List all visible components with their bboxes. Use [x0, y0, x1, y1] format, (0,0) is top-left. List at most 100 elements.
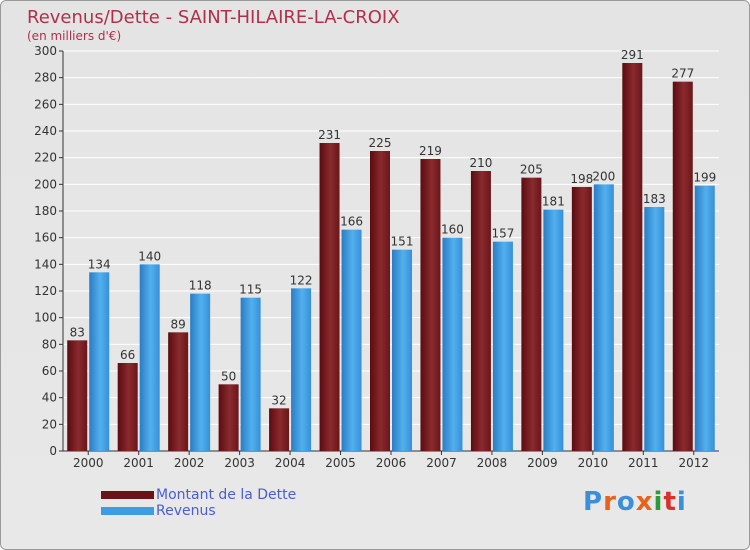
legend-swatch-revenus	[101, 507, 154, 515]
bar-dette	[168, 332, 189, 451]
bar-revenus	[492, 241, 513, 451]
data-label: 225	[369, 136, 392, 150]
y-tick-label: 240	[34, 124, 57, 138]
data-label: 118	[189, 279, 212, 293]
bar-dette	[370, 151, 390, 451]
y-tick-label: 180	[34, 204, 57, 218]
x-tick-label: 2012	[678, 456, 709, 470]
data-label: 277	[671, 67, 694, 81]
bar-dette	[521, 177, 542, 451]
data-label: 199	[693, 171, 716, 185]
bar-dette	[420, 159, 441, 451]
proxiti-logo: Proxiti	[583, 487, 687, 517]
data-label: 32	[271, 393, 286, 407]
y-tick-label: 20	[42, 417, 57, 431]
y-tick-label: 160	[34, 231, 57, 245]
y-tick-label: 60	[42, 364, 57, 378]
data-label: 205	[520, 163, 543, 177]
data-label: 181	[542, 195, 565, 209]
data-label: 89	[171, 317, 186, 331]
legend-label-revenus: Revenus	[156, 503, 216, 519]
data-label: 166	[340, 215, 363, 229]
x-tick-label: 2009	[527, 456, 558, 470]
data-label: 231	[318, 128, 341, 142]
logo-letter: x	[635, 487, 654, 517]
chart-title: Revenus/Dette - SAINT-HILAIRE-LA-CROIX	[27, 7, 400, 28]
bar-dette	[672, 81, 693, 452]
y-tick-label: 260	[34, 97, 57, 111]
bar-revenus	[139, 264, 160, 451]
y-tick-label: 100	[34, 311, 57, 325]
bar-revenus	[190, 293, 211, 451]
data-label: 183	[643, 192, 666, 206]
x-tick-label: 2006	[376, 456, 407, 470]
logo-letter: o	[616, 487, 636, 517]
legend-item-dette: Montant de la Dette	[101, 487, 296, 503]
y-tick-label: 120	[34, 284, 57, 298]
data-label: 134	[88, 257, 111, 271]
bar-revenus	[543, 209, 564, 451]
logo-letter: t	[663, 487, 677, 517]
data-label: 122	[290, 273, 313, 287]
x-tick-label: 2002	[174, 456, 205, 470]
data-label: 140	[138, 249, 161, 263]
x-tick-label: 2010	[578, 456, 609, 470]
data-label: 200	[592, 169, 615, 183]
bar-revenus	[694, 185, 715, 451]
y-tick-label: 220	[34, 151, 57, 165]
logo-letter: P	[583, 487, 604, 517]
data-label: 115	[239, 283, 262, 297]
y-tick-label: 140	[34, 257, 57, 271]
bar-dette	[571, 187, 592, 451]
y-tick-label: 280	[34, 71, 57, 85]
bar-dette	[269, 408, 290, 451]
bar-revenus	[442, 237, 463, 451]
data-label: 291	[621, 48, 644, 62]
data-label: 210	[469, 156, 492, 170]
bar-revenus	[644, 207, 665, 451]
bar-dette	[117, 363, 138, 451]
y-tick-label: 200	[34, 177, 57, 191]
legend-label-dette: Montant de la Dette	[156, 487, 297, 503]
bar-dette	[319, 143, 340, 451]
x-tick-label: 2007	[426, 456, 457, 470]
chart-subtitle: (en milliers d'€)	[27, 29, 122, 43]
bar-revenus	[341, 229, 362, 451]
chart-legend: Montant de la Dette Revenus	[101, 487, 296, 519]
y-tick-label: 300	[34, 44, 57, 58]
y-tick-label: 0	[49, 444, 57, 458]
bar-revenus	[240, 297, 261, 451]
bar-dette	[622, 63, 643, 451]
logo-letter: i	[676, 487, 687, 517]
legend-swatch-dette	[101, 491, 154, 499]
x-tick-label: 2008	[477, 456, 508, 470]
x-tick-label: 2001	[123, 456, 154, 470]
bar-dette	[470, 171, 491, 451]
bar-revenus	[291, 288, 312, 451]
bar-dette	[67, 340, 88, 451]
x-tick-label: 2000	[73, 456, 104, 470]
data-label: 219	[419, 144, 442, 158]
bar-revenus	[392, 249, 412, 451]
bar-revenus	[593, 184, 614, 452]
data-label: 160	[441, 223, 464, 237]
x-tick-label: 2011	[628, 456, 659, 470]
x-tick-label: 2005	[325, 456, 356, 470]
x-tick-label: 2004	[275, 456, 306, 470]
data-label: 83	[70, 325, 85, 339]
data-label: 66	[120, 348, 135, 362]
data-label: 151	[391, 235, 414, 249]
y-tick-label: 40	[42, 391, 57, 405]
x-tick-label: 2003	[224, 456, 255, 470]
logo-letter: r	[603, 487, 617, 517]
logo-letter: i	[653, 487, 664, 517]
data-label: 198	[570, 172, 593, 186]
legend-item-revenus: Revenus	[101, 503, 296, 519]
data-label: 50	[221, 369, 236, 383]
bar-dette	[218, 384, 239, 451]
data-label: 157	[491, 227, 514, 241]
y-tick-label: 80	[42, 337, 57, 351]
bar-revenus	[89, 272, 110, 451]
